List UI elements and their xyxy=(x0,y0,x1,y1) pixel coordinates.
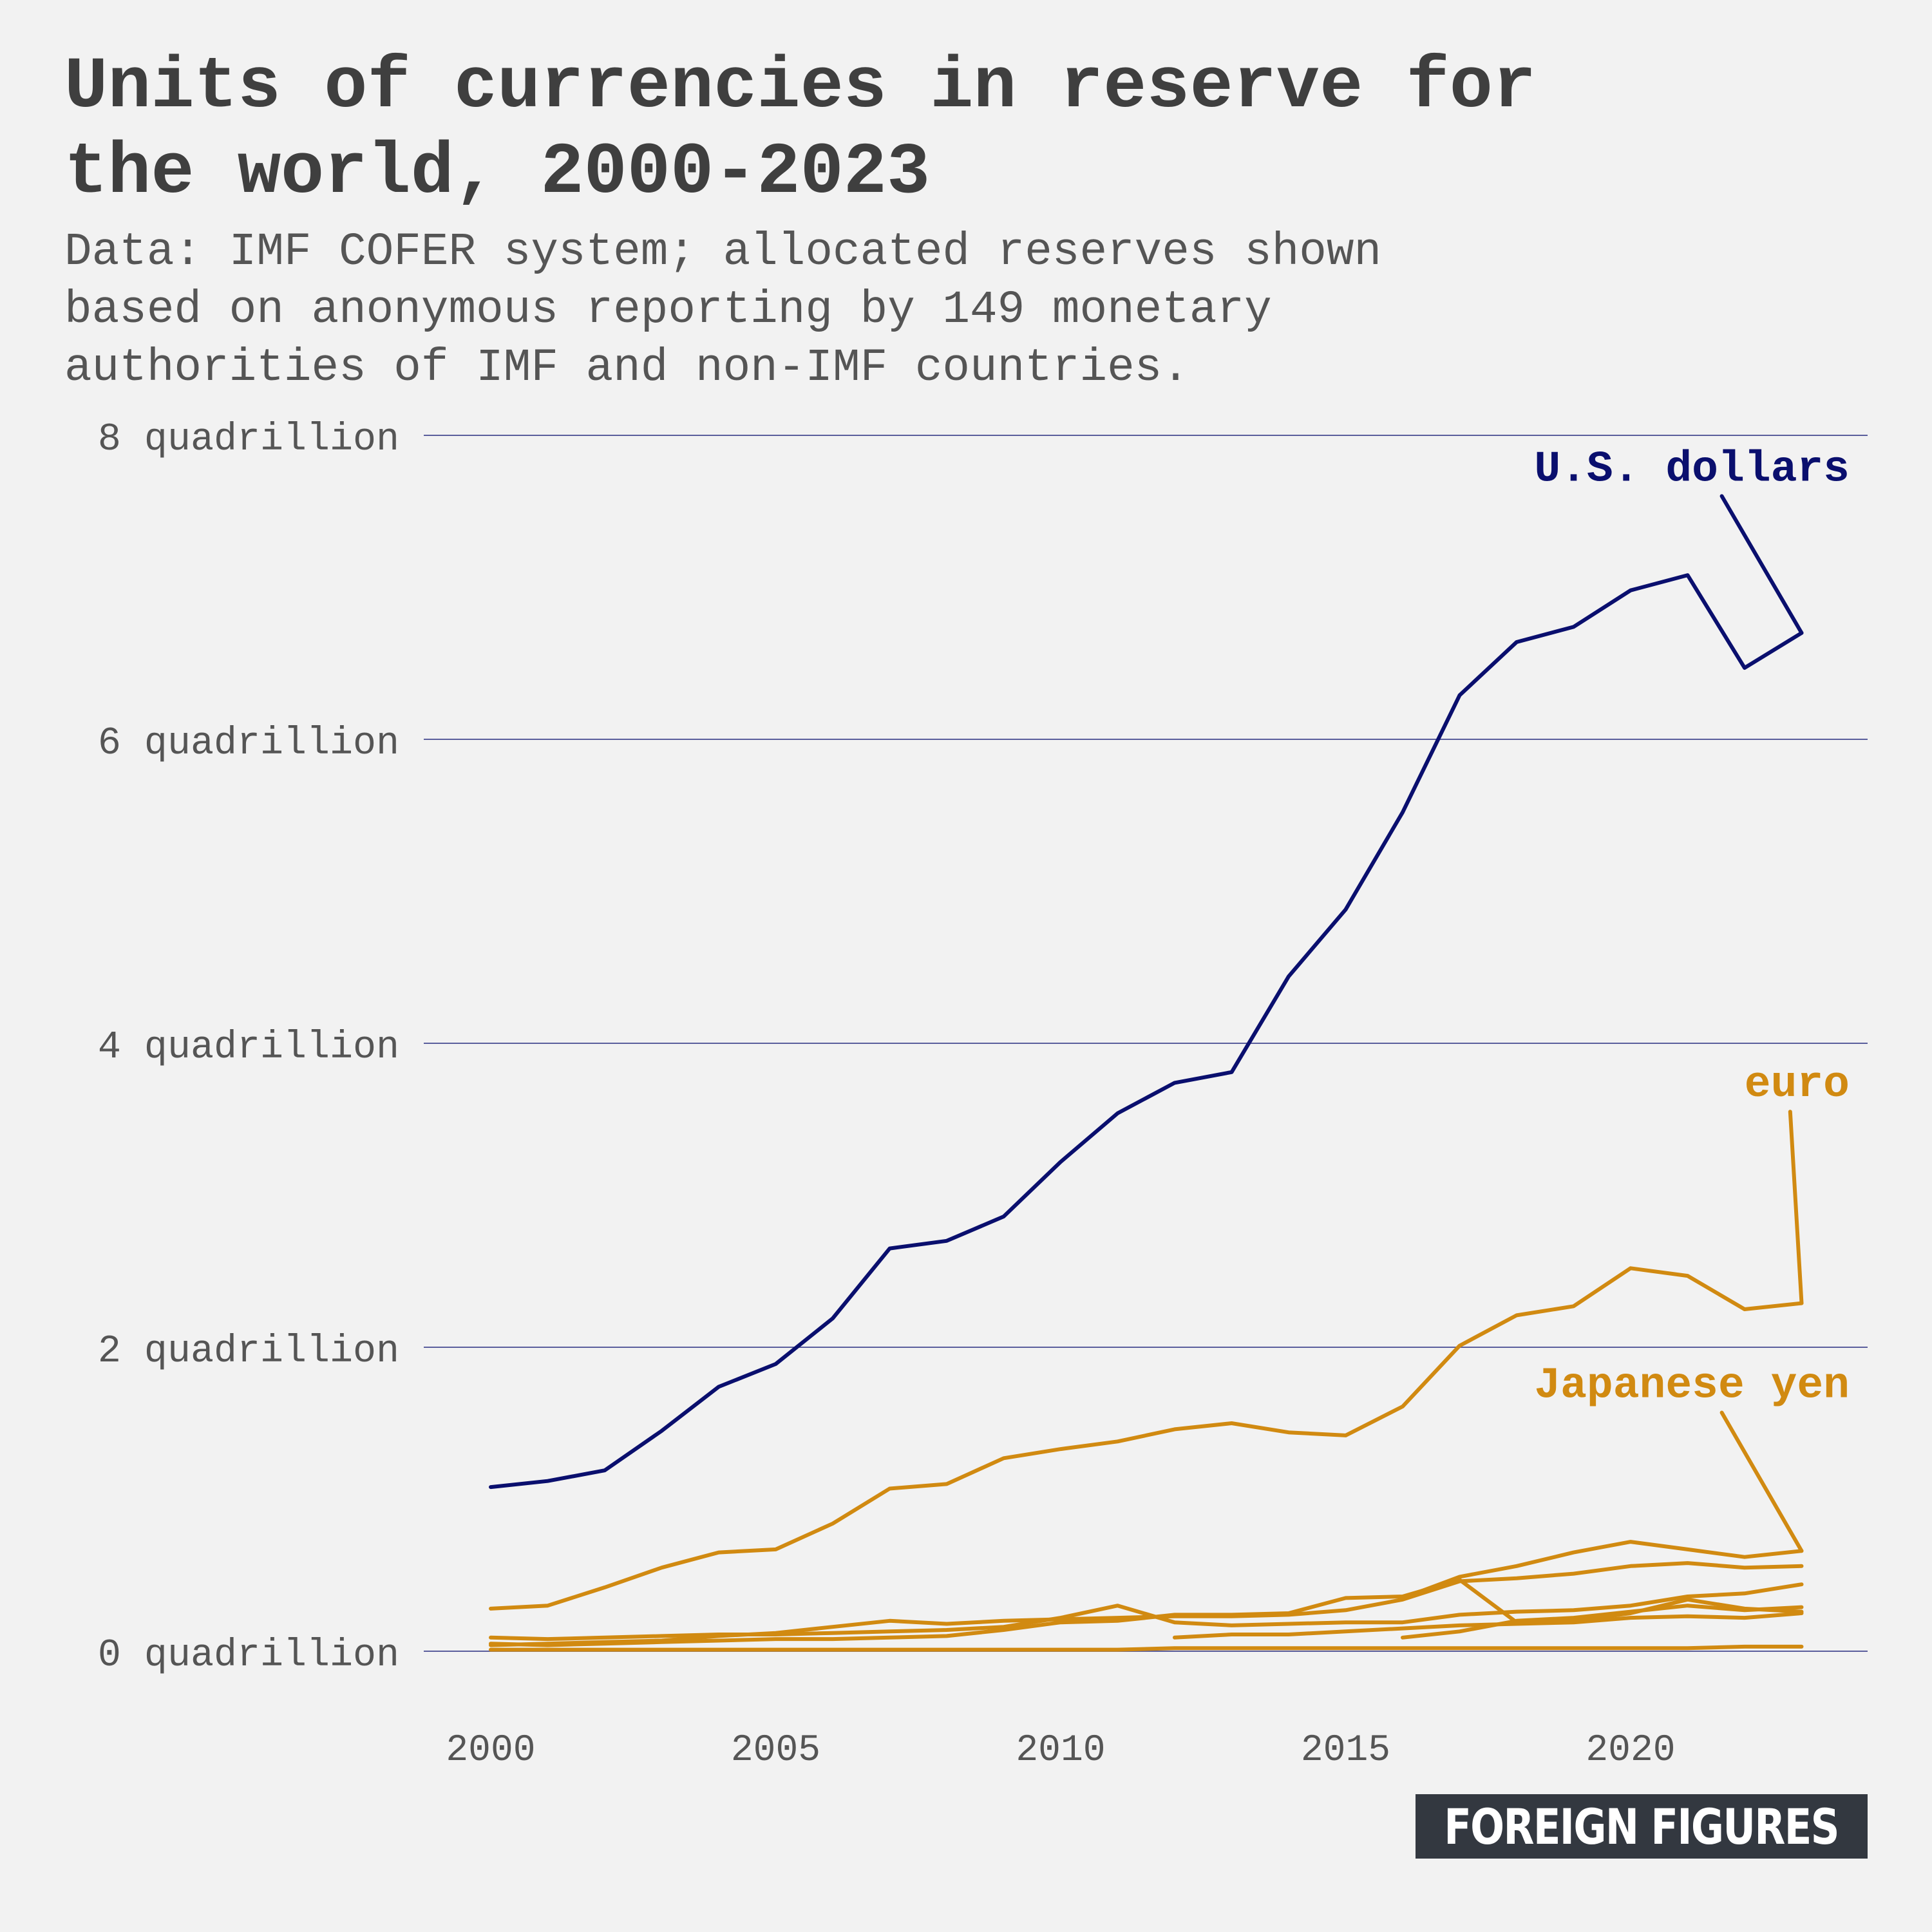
y-tick-label-4: 4 quadrillion xyxy=(98,1026,399,1070)
series-line-other-4 xyxy=(489,1582,1804,1642)
gridlines xyxy=(424,435,1868,1652)
x-axis-tick-labels: 2000 2005 2010 2015 2020 xyxy=(446,1730,1675,1772)
y-axis-tick-labels: 0 quadrillion 2 quadrillion 4 quadrillion 6… xyxy=(98,418,399,1678)
chart-title-line-2: the world, 2000-2023 xyxy=(64,132,931,214)
series-line-other-6 xyxy=(1173,1611,1804,1640)
x-tick-label-2005: 2005 xyxy=(731,1730,820,1772)
label-leader-japanese-yen xyxy=(1719,1410,1804,1553)
series-line-other-8 xyxy=(489,1644,1804,1652)
x-tick-label-2000: 2000 xyxy=(446,1730,535,1772)
label-leader-u-s-dollars xyxy=(1719,494,1804,635)
chart-subtitle-line-1: Data: IMF COFER system; allocated reserv… xyxy=(64,227,1382,278)
foreign-figures-logo: FOREIGN FIGURES xyxy=(1416,1794,1868,1859)
chart-title-line-1: Units of currencies in reserve for xyxy=(64,46,1537,128)
x-tick-label-2015: 2015 xyxy=(1301,1730,1390,1772)
x-tick-label-2020: 2020 xyxy=(1586,1730,1675,1772)
y-tick-label-2: 2 quadrillion xyxy=(98,1330,399,1374)
x-tick-label-2010: 2010 xyxy=(1016,1730,1105,1772)
logo-text: FOREIGN FIGURES xyxy=(1444,1797,1840,1855)
series-labels: U.S. dollars euro Japanese yen xyxy=(1534,444,1850,1553)
series-label-japanese-yen: Japanese yen xyxy=(1534,1361,1850,1410)
chart-subtitle-line-3: authorities of IMF and non-IMF countries… xyxy=(64,343,1189,394)
series-line-euro xyxy=(489,1266,1804,1611)
chart-subtitle-line-2: based on anonymous reporting by 149 mone… xyxy=(64,285,1272,336)
series-line-other-3 xyxy=(489,1561,1804,1647)
y-tick-label-6: 6 quadrillion xyxy=(98,722,399,766)
series-line-japanese-yen xyxy=(1401,1540,1804,1600)
series-line-u-s-dollars xyxy=(489,573,1804,1490)
y-tick-label-8: 8 quadrillion xyxy=(98,418,399,462)
series-line-other-7 xyxy=(1401,1604,1804,1640)
label-leader-euro xyxy=(1788,1110,1804,1305)
series-lines xyxy=(489,573,1804,1652)
y-tick-label-0: 0 quadrillion xyxy=(98,1634,399,1678)
series-label-u-s-dollars: U.S. dollars xyxy=(1534,444,1850,494)
series-label-euro: euro xyxy=(1745,1060,1850,1110)
